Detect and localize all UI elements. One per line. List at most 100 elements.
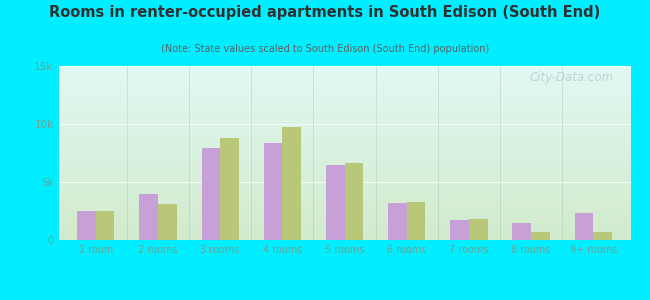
Bar — [58, 233, 630, 234]
Bar — [58, 131, 630, 132]
Bar — [58, 164, 630, 165]
Bar — [58, 77, 630, 78]
Bar — [58, 221, 630, 222]
Bar — [58, 222, 630, 223]
Bar — [58, 125, 630, 126]
Bar — [58, 126, 630, 127]
Bar — [58, 195, 630, 196]
Bar — [58, 208, 630, 209]
Bar — [58, 128, 630, 129]
Bar — [58, 145, 630, 146]
Bar — [58, 183, 630, 184]
Bar — [58, 130, 630, 131]
Bar — [58, 66, 630, 67]
Bar — [58, 185, 630, 186]
Bar — [58, 155, 630, 156]
Bar — [58, 165, 630, 166]
Bar — [469, 219, 488, 240]
Bar — [58, 163, 630, 164]
Bar — [58, 170, 630, 171]
Bar — [344, 164, 363, 240]
Bar — [58, 74, 630, 75]
Bar — [58, 143, 630, 144]
Bar — [96, 211, 114, 240]
Bar — [58, 220, 630, 221]
Bar — [58, 159, 630, 160]
Bar — [77, 211, 96, 240]
Bar — [58, 226, 630, 227]
Bar — [58, 102, 630, 103]
Bar — [58, 67, 630, 68]
Bar — [58, 232, 630, 233]
Bar — [58, 70, 630, 71]
Bar — [58, 214, 630, 215]
Bar — [58, 82, 630, 83]
Bar — [58, 167, 630, 168]
Bar — [58, 89, 630, 90]
Bar — [58, 75, 630, 76]
Bar — [58, 234, 630, 235]
Bar — [407, 202, 425, 240]
Bar — [58, 111, 630, 112]
Bar — [58, 174, 630, 175]
Bar — [58, 120, 630, 121]
Bar — [58, 191, 630, 192]
Bar — [58, 146, 630, 147]
Bar — [58, 147, 630, 148]
Bar — [58, 122, 630, 123]
Bar — [58, 169, 630, 170]
Bar — [531, 232, 550, 240]
Bar — [58, 210, 630, 211]
Bar — [58, 217, 630, 218]
Bar — [58, 78, 630, 79]
Bar — [58, 193, 630, 194]
Bar — [58, 135, 630, 136]
Bar — [450, 220, 469, 240]
Bar — [58, 154, 630, 155]
Bar — [58, 151, 630, 152]
Bar — [58, 171, 630, 172]
Bar — [58, 112, 630, 113]
Bar — [58, 216, 630, 217]
Bar — [58, 162, 630, 163]
Bar — [58, 172, 630, 173]
Bar — [58, 87, 630, 88]
Bar — [58, 116, 630, 117]
Bar — [58, 235, 630, 236]
Bar — [58, 94, 630, 95]
Bar — [58, 160, 630, 161]
Bar — [220, 138, 239, 240]
Text: City-Data.com: City-Data.com — [529, 71, 614, 84]
Bar — [58, 90, 630, 91]
Bar — [58, 148, 630, 149]
Bar — [58, 169, 630, 170]
Bar — [58, 86, 630, 87]
Bar — [58, 202, 630, 203]
Bar — [58, 196, 630, 197]
Bar — [58, 109, 630, 110]
Bar — [58, 231, 630, 232]
Bar — [158, 204, 177, 240]
Bar — [58, 213, 630, 214]
Bar — [58, 133, 630, 134]
Bar — [58, 189, 630, 190]
Bar — [58, 139, 630, 140]
Bar — [58, 106, 630, 107]
Bar — [58, 81, 630, 82]
Bar — [58, 80, 630, 81]
Bar — [58, 173, 630, 174]
Bar — [58, 142, 630, 143]
Bar — [58, 110, 630, 111]
Bar — [58, 152, 630, 153]
Bar — [58, 76, 630, 77]
Bar — [58, 227, 630, 228]
Bar — [58, 181, 630, 182]
Bar — [58, 190, 630, 191]
Bar — [58, 134, 630, 135]
Bar — [58, 166, 630, 167]
Bar — [58, 121, 630, 122]
Bar — [58, 228, 630, 229]
Bar — [58, 108, 630, 109]
Bar — [58, 218, 630, 219]
Bar — [58, 215, 630, 216]
